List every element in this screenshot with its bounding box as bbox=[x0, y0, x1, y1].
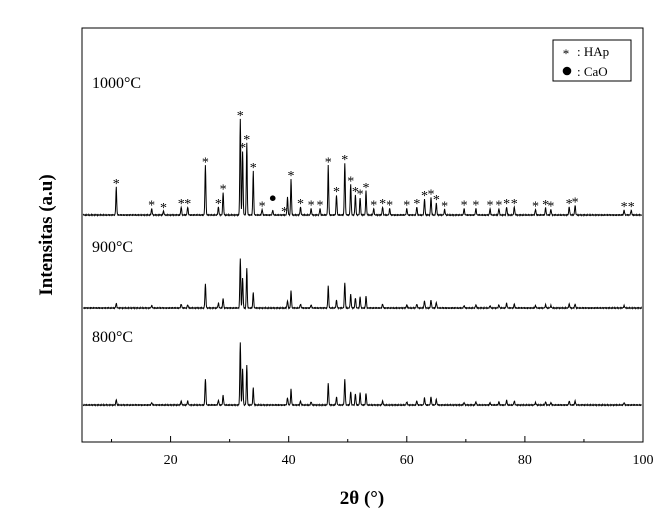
hap-marker: * bbox=[113, 177, 120, 192]
hap-marker: * bbox=[461, 199, 468, 214]
hap-marker: * bbox=[297, 197, 304, 212]
x-tick-label: 40 bbox=[282, 453, 296, 468]
hap-marker: * bbox=[237, 109, 244, 124]
hap-marker: * bbox=[178, 197, 185, 212]
hap-marker: * bbox=[243, 133, 250, 148]
hap-marker: * bbox=[288, 169, 295, 184]
hap-marker: * bbox=[347, 175, 354, 190]
hap-marker: * bbox=[503, 197, 510, 212]
trace-line bbox=[82, 118, 642, 218]
trace-labels: 1000°C 900°C 800°C bbox=[92, 75, 141, 346]
hap-marker: * bbox=[472, 199, 479, 214]
x-tick-label: 60 bbox=[400, 453, 414, 468]
hap-marker: * bbox=[352, 185, 359, 200]
hap-marker: * bbox=[386, 199, 393, 214]
hap-marker: * bbox=[628, 200, 635, 215]
legend-hap-marker: * bbox=[563, 46, 570, 61]
diffraction-traces bbox=[82, 118, 642, 408]
hap-marker: * bbox=[357, 187, 364, 202]
hap-marker: * bbox=[160, 201, 167, 216]
hap-marker: * bbox=[184, 197, 191, 212]
hap-marker: * bbox=[495, 199, 502, 214]
hap-marker: * bbox=[239, 141, 246, 156]
hap-marker: * bbox=[379, 197, 386, 212]
hap-marker: * bbox=[370, 199, 377, 214]
legend-cao-label: : CaO bbox=[577, 64, 608, 79]
trace-line bbox=[83, 258, 642, 311]
hap-marker: * bbox=[413, 197, 420, 212]
hap-marker: * bbox=[441, 199, 448, 214]
hap-marker: * bbox=[487, 199, 494, 214]
cao-marker bbox=[269, 195, 276, 201]
hap-marker: * bbox=[572, 195, 579, 210]
legend: * : HAp : CaO bbox=[552, 39, 632, 82]
hap-marker: * bbox=[542, 198, 549, 213]
hap-marker: * bbox=[341, 153, 348, 168]
trace-line bbox=[82, 342, 642, 408]
hap-marker: * bbox=[281, 205, 288, 220]
hap-marker: * bbox=[202, 155, 209, 170]
hap-marker: * bbox=[363, 181, 370, 196]
legend-hap-label: : HAp bbox=[577, 44, 609, 59]
phase-markers: ** * * ********* *** * ********* * * * ** ** * * * * * * *… bbox=[113, 109, 635, 220]
trace-label: 1000°C bbox=[92, 75, 141, 92]
hap-marker: * bbox=[566, 197, 573, 212]
x-tick-label: 20 bbox=[164, 453, 178, 468]
trace-label: 800°C bbox=[92, 329, 133, 346]
hap-marker: * bbox=[325, 155, 332, 170]
hap-marker: * bbox=[421, 189, 428, 204]
hap-marker: * bbox=[433, 193, 440, 208]
x-tick-label: 80 bbox=[518, 453, 532, 468]
hap-marker: * bbox=[250, 161, 257, 176]
hap-marker: * bbox=[532, 199, 539, 214]
trace-label: 900°C bbox=[92, 239, 133, 256]
hap-marker: * bbox=[308, 199, 315, 214]
hap-marker: * bbox=[403, 199, 410, 214]
hap-marker: * bbox=[333, 185, 340, 200]
hap-marker: * bbox=[259, 199, 266, 214]
hap-marker: * bbox=[148, 199, 155, 214]
hap-marker: * bbox=[547, 199, 554, 214]
hap-marker: * bbox=[220, 183, 227, 198]
hap-marker: * bbox=[316, 199, 323, 214]
plot-area-frame bbox=[81, 27, 644, 443]
x-axis-ticks: 20 40 60 80 100 bbox=[111, 436, 654, 468]
hap-marker: * bbox=[428, 187, 435, 202]
legend-cao-marker bbox=[562, 66, 572, 76]
hap-marker: * bbox=[621, 200, 628, 215]
y-axis-title: Intensitas (a.u) bbox=[36, 174, 57, 295]
x-axis-title: 2θ (°) bbox=[340, 488, 384, 509]
hap-marker: * bbox=[215, 197, 222, 212]
hap-marker: * bbox=[511, 197, 518, 212]
x-tick-label: 100 bbox=[633, 453, 654, 468]
